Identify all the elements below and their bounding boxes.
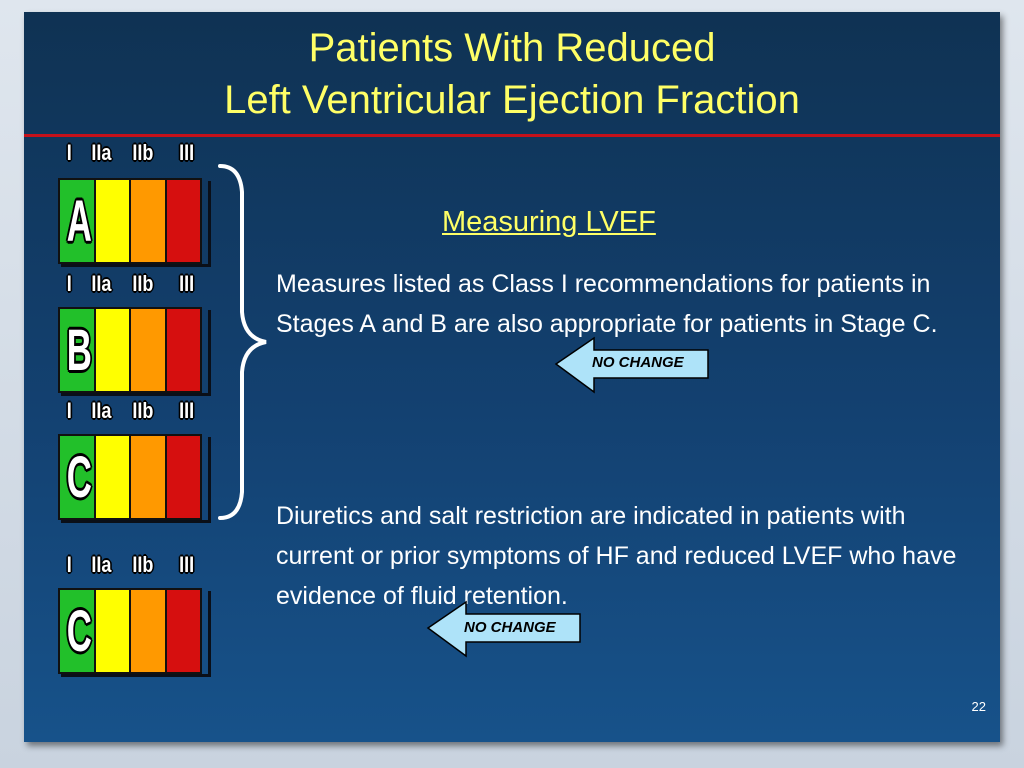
slide-title-line2: Left Ventricular Ejection Fraction — [224, 78, 800, 122]
no-change-badge-2: NO CHANGE — [464, 619, 556, 636]
class-header-c2: I IIa IIb III — [66, 552, 195, 577]
recommendation-box-b: B — [58, 307, 208, 393]
curly-brace-icon — [218, 164, 267, 520]
recommendation-text-1: Measures listed as Class I recommendatio… — [276, 270, 938, 338]
title-divider — [24, 134, 1000, 137]
left-arrow-icon — [426, 600, 581, 658]
stage-letter-c2: C — [66, 599, 92, 664]
stage-letter-a: A — [66, 189, 92, 254]
recommendation-text-2: Diuretics and salt restriction are indic… — [276, 502, 957, 610]
recommendation-box-c1: C — [58, 434, 208, 520]
class-header-b: I IIa IIb III — [66, 271, 195, 296]
recommendation-box-c2: C — [58, 588, 208, 674]
stage-letter-c1: C — [66, 445, 92, 510]
slide: Patients With Reduced Left Ventricular E… — [24, 12, 1000, 742]
no-change-badge-1: NO CHANGE — [592, 354, 684, 371]
slide-title-line1: Patients With Reduced — [308, 26, 716, 70]
recommendation-box-a: A — [58, 178, 208, 264]
left-arrow-icon — [554, 336, 709, 394]
stage-letter-b: B — [66, 318, 92, 383]
page-number: 22 — [971, 699, 986, 714]
class-header-c1: I IIa IIb III — [66, 398, 195, 423]
section-subtitle: Measuring LVEF — [442, 206, 656, 238]
class-header-a: I IIa IIb III — [66, 140, 195, 165]
